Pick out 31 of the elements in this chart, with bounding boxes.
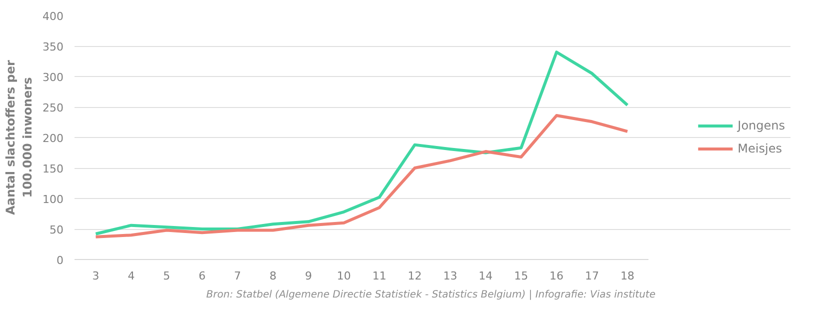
x-tick-label: 18 — [620, 270, 634, 282]
x-tick-label: 8 — [269, 270, 276, 282]
y-tick-label: 50 — [50, 224, 64, 236]
x-tick-label: 7 — [234, 270, 242, 282]
x-tick-label: 17 — [585, 270, 600, 282]
y-tick-label: 100 — [42, 193, 64, 206]
y-tick-label: 0 — [56, 254, 64, 267]
text: Bron: Statbel (Algemene Directie Statistiek - Statistics Belgium) | Infografie: Vias institute — [206, 290, 656, 300]
y-tick-label: 150 — [42, 162, 64, 176]
y-axis-title: Aantal slachtoffers per 100.000 inwoners — [4, 60, 35, 215]
x-tick-label: 16 — [550, 270, 564, 282]
x-tick-label: 13 — [443, 270, 458, 282]
y-tick-label: 300 — [42, 71, 64, 84]
x-tick-label: 4 — [128, 270, 135, 282]
x-tick-label: 15 — [514, 270, 528, 282]
x-tick-label: 14 — [478, 270, 493, 282]
x-tick-label: 9 — [304, 270, 312, 282]
x-tick-label: 3 — [92, 270, 100, 282]
legend-label: Meisjes — [738, 142, 782, 156]
y-tick-label: 200 — [42, 132, 64, 145]
line-series — [94, 114, 629, 238]
y-tick-label: 350 — [42, 40, 64, 54]
y-tick-label: 400 — [42, 10, 64, 23]
legend-label: Jongens — [738, 118, 785, 132]
x-tick-label: 5 — [163, 270, 170, 282]
x-tick-label: 6 — [198, 270, 206, 282]
x-tick-label: 11 — [372, 270, 386, 282]
x-tick-label: 12 — [408, 270, 422, 282]
y-tick-label: 250 — [42, 102, 64, 114]
x-tick-label: 10 — [336, 270, 351, 282]
line-series — [94, 50, 629, 236]
